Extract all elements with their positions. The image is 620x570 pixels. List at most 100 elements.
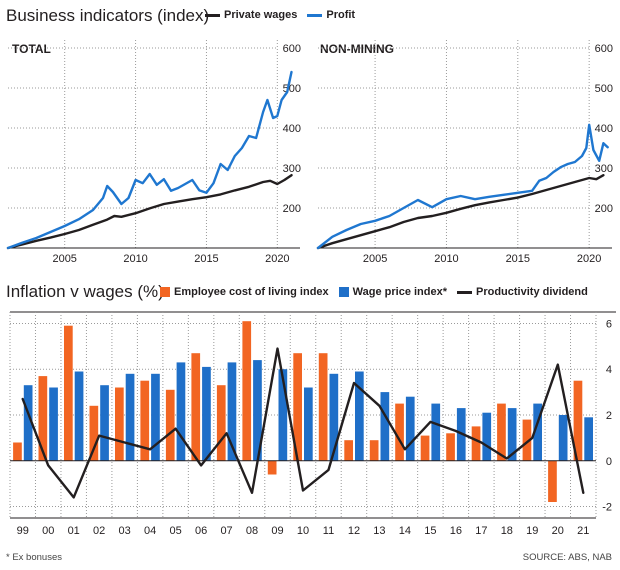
- figure-title: Business indicators (index): [6, 6, 210, 25]
- bar-wage-price-index--03: [125, 373, 135, 461]
- non-mining-x-tick-2015: 2015: [506, 253, 530, 265]
- bar-employee-cost-of-living-index-21: [573, 380, 583, 461]
- bar-x-tick-07: 07: [220, 525, 232, 537]
- legend-private-wages: Private wages: [205, 9, 297, 21]
- bar-x-tick-05: 05: [169, 525, 181, 537]
- total-y-tick-400: 400: [283, 123, 301, 135]
- non-mining-y-tick-400: 400: [595, 123, 613, 135]
- legend-productivity-dividend: Productivity dividend: [457, 286, 588, 298]
- total-x-tick-2015: 2015: [194, 253, 218, 265]
- bar-wage-price-index--08: [253, 360, 262, 461]
- bar-wage-price-index--02: [100, 385, 109, 461]
- total-y-tick-600: 600: [283, 43, 301, 55]
- bar-y-tick-4: 4: [606, 364, 612, 376]
- legend-profit: Profit: [307, 9, 355, 21]
- total-y-tick-300: 300: [283, 163, 301, 175]
- bar-employee-cost-of-living-index-02: [89, 405, 99, 461]
- bar-y-tick-2: 2: [606, 410, 612, 422]
- non-mining-line-chart: 2005 2010 2015 2020 200 300 400 500 600: [316, 40, 613, 265]
- panel-title-total: TOTAL: [12, 42, 51, 56]
- bar-wage-price-index--10: [304, 387, 313, 461]
- bar-x-tick-08: 08: [246, 525, 258, 537]
- bar-series-productivity-dividend: [21, 347, 585, 499]
- bar-x-tick-00: 00: [42, 525, 54, 537]
- bar-employee-cost-of-living-index-17: [471, 426, 481, 461]
- non-mining-x-tick-2010: 2010: [434, 253, 458, 265]
- bar-employee-cost-of-living-index-03: [115, 387, 124, 461]
- bar-x-tick-11: 11: [323, 525, 334, 537]
- bar-y-tick--2: -2: [602, 502, 612, 514]
- legend-productivity-dividend-label: Productivity dividend: [476, 286, 588, 298]
- bar-wage-price-index--06: [202, 366, 211, 461]
- lower-legend: Employee cost of living index Wage price…: [160, 286, 598, 298]
- bar-x-tick-99: 99: [17, 525, 29, 537]
- bar-employee-cost-of-living-index-12: [344, 440, 353, 461]
- bar-wage-price-index--20: [558, 415, 568, 461]
- total-x-tick-2020: 2020: [265, 253, 289, 265]
- non-mining-y-tick-600: 600: [595, 43, 613, 55]
- legend-wage-price-index-swatch: [338, 287, 349, 297]
- bar-x-tick-19: 19: [526, 525, 538, 537]
- bar-x-tick-18: 18: [501, 525, 513, 537]
- legend-productivity-dividend-swatch: [457, 290, 472, 294]
- legend-private-wages-swatch: [205, 13, 220, 17]
- bar-employee-cost-of-living-index-14: [395, 403, 404, 461]
- non-mining-x-tick-2020: 2020: [577, 253, 601, 265]
- bar-wage-price-index--13: [380, 392, 390, 461]
- bar-wage-price-index--17: [482, 412, 492, 461]
- non-mining-y-tick-200: 200: [595, 203, 613, 215]
- total-series-private-wages: [6, 173, 293, 250]
- bar-wage-price-index--21: [584, 417, 593, 461]
- bar-x-tick-03: 03: [119, 525, 131, 537]
- bar-employee-cost-of-living-index-16: [446, 433, 455, 461]
- bar-employee-cost-of-living-index-15: [420, 435, 430, 461]
- bar-employee-cost-of-living-index-99: [13, 442, 22, 461]
- bar-x-tick-12: 12: [348, 525, 360, 537]
- bar-x-tick-14: 14: [399, 525, 411, 537]
- bar-employee-cost-of-living-index-06: [191, 353, 201, 461]
- non-mining-series-profit: [316, 123, 609, 250]
- bar-employee-cost-of-living-index-10: [293, 353, 302, 461]
- bar-wage-price-index--11: [329, 373, 339, 461]
- bar-wage-price-index--18: [507, 408, 517, 461]
- bar-employee-cost-of-living-index-04: [140, 380, 150, 461]
- bar-wage-price-index--99: [23, 385, 33, 461]
- bar-wage-price-index--09: [278, 369, 288, 461]
- source-note: SOURCE: ABS, NAB: [522, 552, 612, 563]
- bar-x-tick-20: 20: [552, 525, 564, 537]
- lower-title: Inflation v wages (%): [6, 282, 164, 301]
- bar-wage-price-index--01: [74, 371, 84, 461]
- total-x-tick-2005: 2005: [52, 253, 76, 265]
- bar-employee-cost-of-living-index-13: [369, 440, 379, 461]
- legend-private-wages-label: Private wages: [224, 9, 298, 21]
- bar-x-tick-09: 09: [271, 525, 283, 537]
- bar-x-tick-04: 04: [144, 525, 156, 537]
- legend-cost-of-living: Employee cost of living index: [160, 286, 329, 298]
- non-mining-y-tick-500: 500: [595, 83, 613, 95]
- bar-employee-cost-of-living-index-07: [216, 385, 226, 461]
- bar-y-tick-0: 0: [606, 456, 612, 468]
- bar-wage-price-index--07: [227, 362, 237, 461]
- bar-wage-price-index--04: [151, 373, 160, 461]
- bar-x-tick-17: 17: [475, 525, 487, 537]
- bar-employee-cost-of-living-index-11: [318, 353, 328, 461]
- upper-legend: Private wages Profit: [205, 9, 365, 21]
- legend-profit-swatch: [307, 13, 323, 17]
- footnote: * Ex bonuses: [6, 552, 62, 563]
- total-series-profit: [6, 70, 293, 250]
- legend-wage-price-index-label: Wage price index*: [352, 286, 447, 298]
- bar-x-tick-21: 21: [577, 525, 589, 537]
- bar-x-tick-15: 15: [424, 525, 436, 537]
- bar-x-tick-06: 06: [195, 525, 207, 537]
- bar-employee-cost-of-living-index-09: [267, 460, 277, 475]
- bar-employee-cost-of-living-index-20: [548, 460, 557, 502]
- bar-x-tick-02: 02: [93, 525, 105, 537]
- bar-employee-cost-of-living-index-05: [165, 389, 175, 461]
- bar-wage-price-index--19: [533, 403, 542, 461]
- bar-employee-cost-of-living-index-19: [522, 419, 532, 461]
- non-mining-y-tick-300: 300: [595, 163, 613, 175]
- bar-x-tick-10: 10: [297, 525, 309, 537]
